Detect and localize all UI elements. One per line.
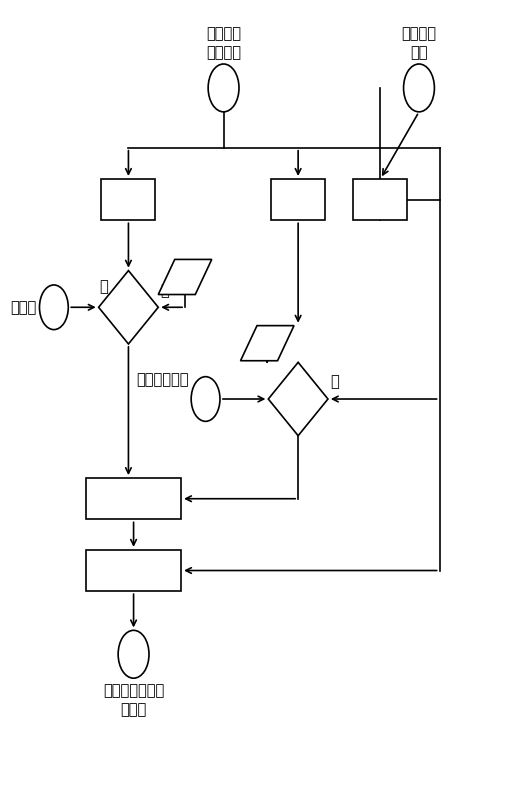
Circle shape (39, 285, 68, 330)
Text: 是: 是 (330, 375, 339, 389)
Circle shape (208, 64, 239, 112)
Circle shape (191, 376, 220, 422)
Text: +: + (126, 490, 141, 508)
Text: 是: 是 (99, 280, 108, 294)
Text: $f_2(x)$: $f_2(x)$ (281, 190, 315, 209)
Text: 否: 否 (254, 338, 262, 353)
Text: 0: 0 (262, 335, 272, 351)
Text: $f_1(x)$: $f_1(x)$ (112, 190, 146, 209)
Bar (86, 478, 181, 519)
Text: 主蒸汽压力设定
值偏置: 主蒸汽压力设定 值偏置 (103, 683, 164, 717)
Circle shape (118, 630, 149, 678)
Circle shape (403, 64, 434, 112)
Text: 0: 0 (180, 269, 190, 285)
Text: 供热抽汽
阀门开度: 供热抽汽 阀门开度 (206, 26, 241, 60)
Text: 供暖期: 供暖期 (10, 300, 36, 315)
Polygon shape (158, 260, 212, 294)
Text: 供热抽汽
压力: 供热抽汽 压力 (401, 26, 437, 60)
Text: T: T (124, 300, 133, 315)
Text: 工业供热投入: 工业供热投入 (136, 372, 189, 387)
Text: 否: 否 (160, 283, 168, 297)
Text: $f_3(x)$: $f_3(x)$ (363, 190, 398, 209)
Bar (353, 179, 408, 220)
Polygon shape (98, 271, 158, 344)
Text: T: T (294, 392, 303, 406)
Bar (86, 550, 181, 592)
Text: ×: × (126, 562, 141, 580)
Bar (271, 179, 325, 220)
Polygon shape (268, 363, 328, 436)
Bar (102, 179, 156, 220)
Polygon shape (240, 326, 294, 361)
